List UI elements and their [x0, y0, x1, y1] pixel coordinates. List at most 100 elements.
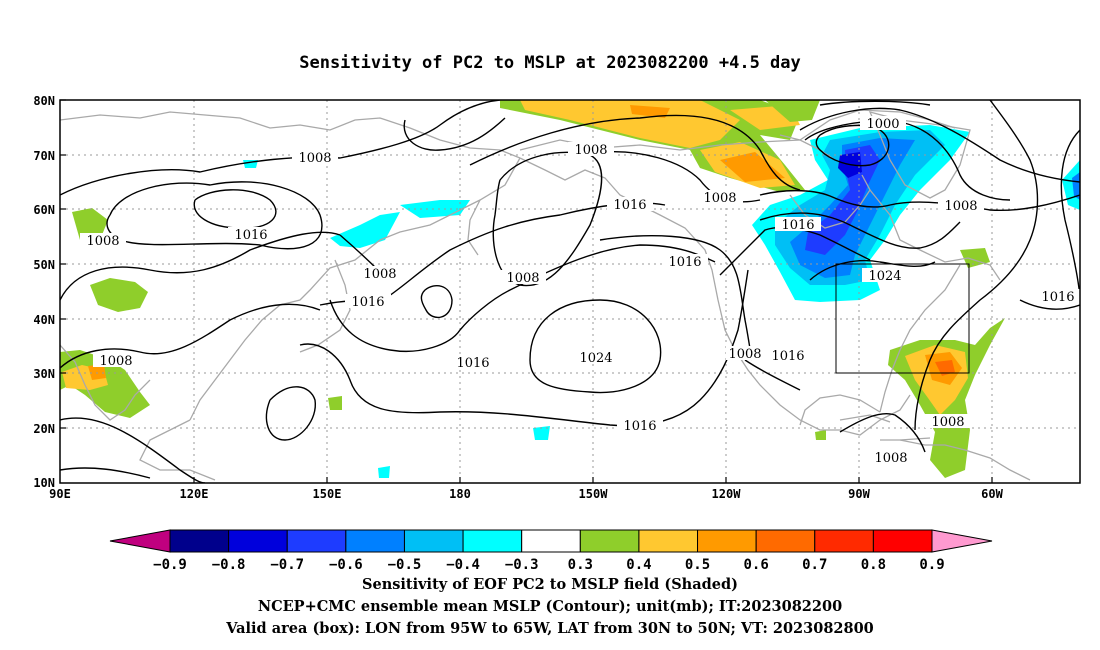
colorbar-max-arrow: [931, 529, 993, 553]
map-frame: [59, 99, 1081, 484]
lon-label-90e: 90E: [49, 487, 71, 501]
lon-label-90w: 90W: [848, 487, 870, 501]
caption-line-3: Valid area (box): LON from 95W to 65W, L…: [225, 620, 874, 637]
shade-green-eurasia: [72, 208, 108, 240]
colorbar-swatch: [228, 529, 288, 553]
colorbar-min-arrow: [109, 529, 171, 553]
coastline-gulf: [799, 394, 881, 426]
colorbar-tick-label: −0.6: [329, 557, 363, 573]
contour-line: [914, 100, 1039, 431]
contour-label: 1008: [506, 271, 539, 286]
contour-labels: 1008 1016 1008 1008 1016 1008 1016 1008 …: [80, 116, 1080, 466]
contour-line: [265, 386, 316, 441]
lon-label-150w: 150W: [579, 487, 609, 501]
contour-label: 1008: [298, 151, 331, 166]
sensitivity-shading: [60, 100, 1080, 478]
colorbar-tick-label: −0.5: [388, 557, 422, 573]
contour-line: [420, 284, 453, 319]
shade-orange-arctic: [720, 152, 785, 182]
colorbar-swatch: [638, 529, 699, 553]
colorbar-tick-label: 0.7: [802, 557, 827, 573]
colorbar-swatch: [462, 529, 523, 553]
coastline-east-canada: [869, 189, 1001, 281]
contour-line: [60, 417, 206, 483]
coastline-east-us: [879, 264, 961, 413]
contour-line: [809, 259, 936, 281]
contour-label: 1008: [944, 199, 977, 214]
colorbar-swatch: [814, 529, 874, 553]
contour-label: 1016: [668, 255, 701, 270]
contour-label: 1000: [866, 117, 899, 132]
colorbar-swatch: [521, 529, 581, 553]
contour-line: [60, 303, 321, 369]
colorbar-tick-label: 0.4: [626, 557, 651, 573]
contour-line: [469, 114, 801, 191]
contour-line: [193, 189, 277, 229]
contour-line: [1019, 299, 1080, 310]
contour-line: [299, 269, 749, 427]
contour-line: [329, 244, 716, 352]
coastline-india: [60, 344, 151, 421]
contour-label: 1008: [86, 234, 119, 249]
caption-line-2: NCEP+CMC ensemble mean MSLP (Contour); u…: [258, 598, 842, 615]
contour-line: [529, 299, 662, 394]
contour-line: [815, 124, 890, 167]
contour-line: [60, 231, 341, 301]
contour-line: [403, 117, 506, 151]
lat-label-80n: 80N: [33, 94, 55, 108]
colorbar-swatch: [579, 529, 640, 553]
shade-orange-india: [88, 364, 106, 380]
contour-line: [799, 107, 1080, 183]
contour-line: [599, 235, 753, 361]
colorbar-swatch: [169, 529, 230, 553]
contour-line: [839, 413, 926, 453]
colorbar-tick-label: 0.9: [919, 557, 944, 573]
contour-label: 1008: [874, 451, 907, 466]
contour-label-partial: 1008: [728, 347, 761, 362]
coastline-islands-arctic: [779, 134, 836, 161]
colorbar-tick-label: 0.8: [861, 557, 886, 573]
contour-label: 1008: [931, 415, 964, 430]
lat-label-50n: 50N: [33, 258, 55, 272]
lon-label-180: 180: [449, 487, 471, 501]
colorbar-tick-label: 0.3: [568, 557, 593, 573]
shade-green-china: [90, 278, 148, 312]
coastline-south-america: [880, 439, 1031, 481]
shade-blue-east: [1072, 172, 1080, 200]
contour-line: [759, 189, 1080, 212]
contour-label: 1008: [99, 354, 132, 369]
contour-line: [744, 359, 801, 391]
colorbar-swatch: [403, 529, 464, 553]
colorbar-tick-label: −0.8: [212, 557, 246, 573]
mslp-contours: [60, 100, 1080, 483]
contour-label: 1016: [781, 218, 814, 233]
coastline-japan: [299, 259, 351, 353]
colorbar-swatch: [345, 529, 405, 553]
lat-label-20n: 20N: [33, 422, 55, 436]
contour-line: [759, 212, 961, 249]
longitude-labels: 90E 120E 150E 180 150W 120W 90W 60W: [49, 487, 1003, 501]
valid-area-box: [835, 263, 970, 374]
axis-ticks: [60, 99, 993, 483]
shade-yellow-arctic: [520, 100, 740, 148]
contour-label: 1016: [1041, 290, 1074, 305]
colorbar-tick-label: 0.5: [685, 557, 710, 573]
shade-orange-arctic-2: [630, 105, 670, 118]
colorbar-swatch: [697, 529, 757, 553]
lon-label-120w: 120W: [712, 487, 742, 501]
latitude-labels: 80N 70N 60N 50N 40N 30N 20N 10N: [33, 94, 55, 490]
contour-label: 1016: [623, 419, 656, 434]
contour-label: 1024: [579, 351, 612, 366]
figure-title: Sensitivity of PC2 to MSLP at 2023082200…: [299, 53, 801, 73]
coastline-east-asia: [189, 157, 521, 421]
colorbar-tick-label: −0.9: [153, 557, 187, 573]
contour-label: 1008: [703, 191, 736, 206]
lat-label-40n: 40N: [33, 313, 55, 327]
lat-label-10n: 10N: [33, 476, 55, 490]
map-panel: 1008 1016 1008 1008 1016 1008 1016 1008 …: [33, 94, 1081, 501]
shade-green-greenland: [765, 100, 820, 122]
shade-darkorange-atlantic: [935, 360, 955, 376]
contour-label: 1016: [351, 295, 384, 310]
contour-label: 1008: [574, 143, 607, 158]
colorbar-tick-label: −0.3: [505, 557, 539, 573]
